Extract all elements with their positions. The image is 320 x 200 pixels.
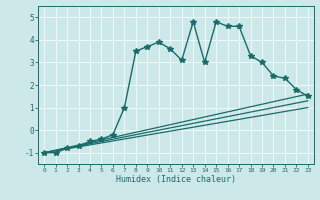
X-axis label: Humidex (Indice chaleur): Humidex (Indice chaleur) [116, 175, 236, 184]
